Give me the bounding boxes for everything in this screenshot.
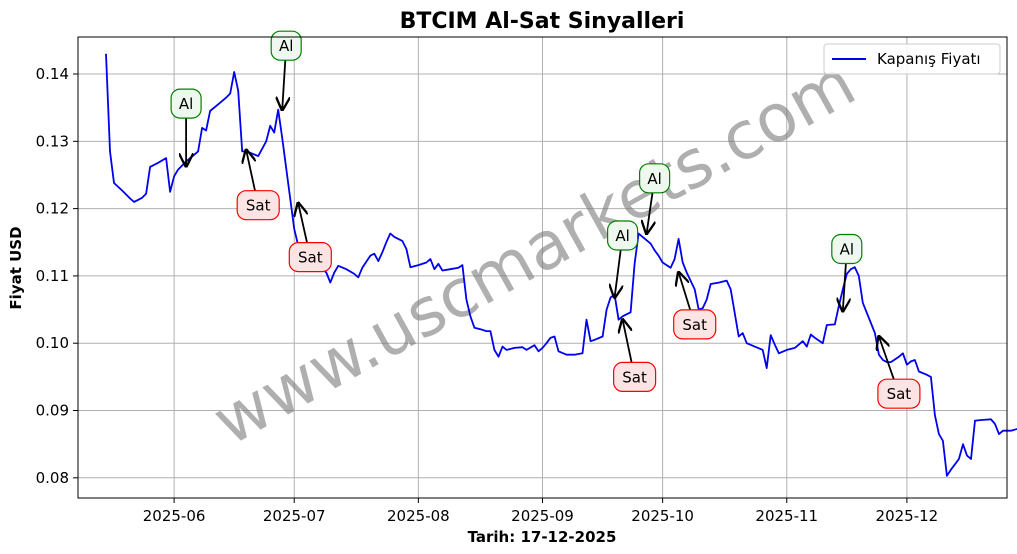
- signal-box: [638, 163, 671, 194]
- signal-annotation-sell: Sat: [612, 320, 657, 392]
- signal-annotation-sell: Sat: [236, 150, 280, 221]
- signal-arrow: [647, 192, 653, 234]
- chart-title: BTCIM Al-Sat Sinyalleri: [400, 9, 685, 34]
- signal-label: Al: [179, 95, 193, 113]
- x-tick-label: 2025-12: [876, 507, 939, 525]
- x-axis-label: Tarih: 17-12-2025: [468, 528, 617, 546]
- signal-label: Sat: [622, 368, 647, 386]
- signal-label: Sat: [298, 249, 323, 267]
- y-axis: 0.08 0.09 0.10 0.11 0.12 0.13 0.14: [36, 65, 78, 487]
- signal-label: Al: [647, 170, 661, 188]
- y-tick-label: 0.13: [36, 132, 69, 150]
- signal-arrow: [282, 60, 285, 109]
- signal-label: Sat: [246, 197, 271, 215]
- signal-arrow: [879, 337, 895, 380]
- signal-annotation-sell: Sat: [877, 337, 921, 409]
- signal-arrow: [246, 150, 255, 191]
- y-axis-label: Fiyat USD: [7, 226, 25, 309]
- legend-box: [823, 43, 1001, 75]
- signal-box: [288, 242, 332, 273]
- signal-box: [606, 220, 639, 251]
- signal-arrow: [843, 263, 846, 311]
- y-tick-label: 0.10: [36, 334, 69, 352]
- y-tick-label: 0.11: [36, 267, 69, 285]
- x-axis: 2025-06 2025-07 2025-08 2025-09 2025-10 2025-…: [143, 498, 938, 525]
- y-tick-label: 0.09: [36, 402, 69, 420]
- signal-annotation-buy: Al: [270, 30, 302, 110]
- x-tick-label: 2025-11: [755, 507, 818, 525]
- signal-box: [170, 88, 202, 119]
- signal-label: Sat: [887, 385, 912, 403]
- signal-box: [831, 233, 863, 265]
- signal-label: Al: [840, 241, 854, 259]
- signal-arrow: [679, 273, 692, 311]
- annotation-layer: Al Al Sat Sat Al Sat Al Sat Al Sat: [170, 30, 921, 409]
- signal-label: Al: [279, 37, 293, 55]
- signal-annotation-sell: Sat: [288, 203, 332, 273]
- signal-box: [236, 190, 280, 221]
- signal-annotation-buy: Al: [831, 233, 863, 311]
- signal-box: [270, 30, 302, 61]
- legend-label: Kapanış Fiyatı: [877, 50, 981, 68]
- y-tick-label: 0.12: [36, 200, 69, 218]
- x-tick-label: 2025-07: [263, 507, 326, 525]
- y-tick-label: 0.14: [36, 65, 69, 83]
- legend: Kapanış Fiyatı: [823, 43, 1001, 75]
- signal-arrow: [298, 203, 307, 243]
- signal-box: [673, 309, 717, 340]
- x-tick-label: 2025-10: [631, 507, 694, 525]
- x-tick-label: 2025-08: [387, 507, 450, 525]
- x-tick-label: 2025-09: [511, 507, 574, 525]
- signal-arrow: [623, 320, 633, 363]
- signal-box: [612, 361, 657, 392]
- signal-annotation-buy: Al: [638, 163, 671, 234]
- series-layer: [105, 53, 1017, 477]
- signal-annotation-buy: Al: [606, 220, 639, 297]
- signal-label: Sat: [682, 316, 707, 334]
- signal-annotation-sell: Sat: [673, 273, 717, 340]
- signal-box: [877, 378, 921, 409]
- x-tick-label: 2025-06: [143, 507, 206, 525]
- signal-label: Al: [615, 227, 629, 245]
- signal-arrow: [615, 249, 621, 297]
- series-line-0: [105, 53, 1017, 477]
- signal-annotation-buy: Al: [170, 88, 202, 166]
- y-tick-label: 0.08: [36, 469, 69, 487]
